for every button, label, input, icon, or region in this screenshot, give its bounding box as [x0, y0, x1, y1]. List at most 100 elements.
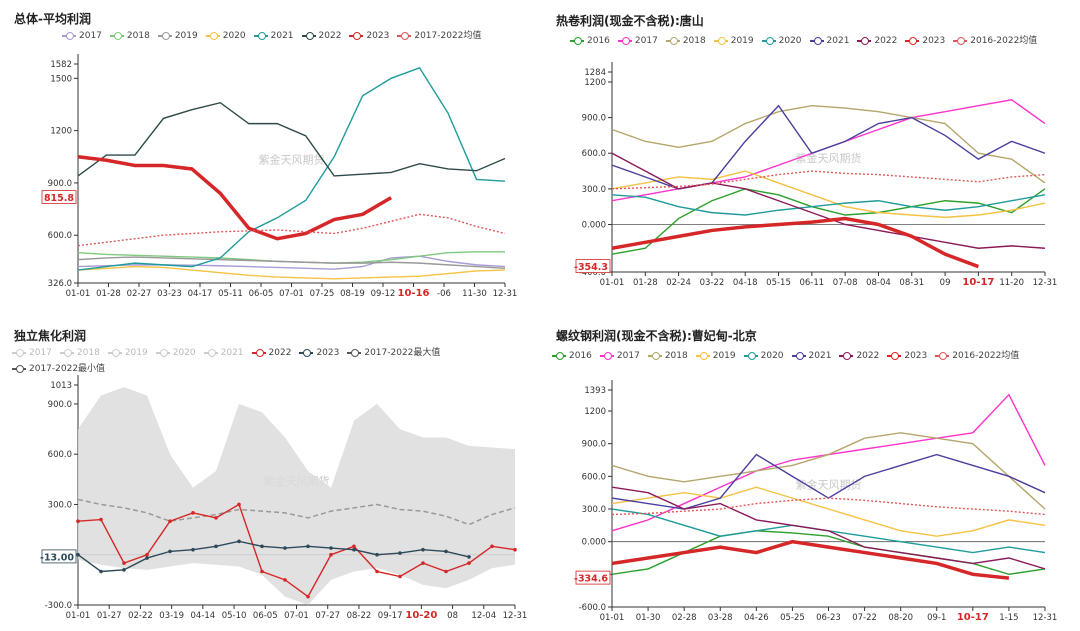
data-point: [329, 546, 333, 550]
legend-item[interactable]: 2021: [791, 351, 832, 361]
chart-legend[interactable]: 2017 2018 2019 2020 2021 2022 2023 2017-2022均值: [62, 28, 489, 41]
legend-swatch-icon: [107, 348, 122, 357]
y-tick-label: 1200: [50, 127, 72, 137]
legend-item[interactable]: 2018: [109, 31, 150, 41]
legend-item[interactable]: 2017: [62, 31, 102, 41]
legend-swatch-icon: [253, 31, 268, 40]
legend-item[interactable]: 2020: [205, 31, 246, 41]
chart-svg: -300.00.000300.0600.0900.0101301-0101-27…: [40, 375, 527, 621]
legend-item[interactable]: 2019: [157, 31, 198, 41]
legend-item[interactable]: 2017: [599, 351, 640, 361]
data-point: [214, 544, 218, 549]
legend-label: 2021: [270, 31, 294, 41]
legend-item[interactable]: 2017-2022最小值: [12, 361, 105, 377]
legend-item[interactable]: 2019: [695, 351, 736, 361]
legend-item[interactable]: 2021: [253, 31, 294, 41]
legend-label: 2018: [664, 351, 688, 361]
series-2023: [77, 155, 393, 241]
legend-item[interactable]: 2018: [665, 36, 706, 46]
data-point: [168, 549, 172, 554]
legend-item[interactable]: 2023: [299, 345, 339, 361]
data-point: [421, 561, 425, 565]
legend-swatch-icon: [157, 31, 172, 40]
x-tick-label: 06-05: [249, 289, 274, 299]
legend-item[interactable]: 2016: [570, 36, 610, 46]
legend-item[interactable]: 2023: [887, 351, 927, 361]
legend-item[interactable]: 2022: [251, 345, 291, 361]
legend-item[interactable]: 2018: [647, 351, 688, 361]
legend-item[interactable]: 2020: [761, 36, 802, 46]
x-tick-label: 09-1: [927, 613, 946, 623]
legend-item[interactable]: 2023: [349, 31, 389, 41]
legend-item[interactable]: 2017: [617, 36, 658, 46]
legend-swatch-icon: [599, 351, 614, 360]
legend-item[interactable]: 2020: [155, 345, 196, 361]
y-tick-label: 600.0: [582, 472, 606, 482]
x-tick-label: 06-23: [816, 613, 841, 623]
legend-label: 2022: [318, 31, 342, 41]
legend-item[interactable]: 2019: [107, 345, 148, 361]
series-2022: [76, 502, 517, 599]
series-line: [611, 99, 1046, 202]
legend-item[interactable]: 2022: [301, 31, 342, 41]
legend-label: 2020: [172, 348, 196, 358]
x-tick-label: 04-17: [188, 289, 213, 299]
chart-title: 独立焦化利润: [14, 329, 87, 343]
legend-item[interactable]: 2022: [839, 351, 879, 361]
data-point: [398, 574, 402, 579]
chart-title: 螺纹钢利润(现金不含税):曹妃甸-北京: [556, 329, 757, 343]
legend-swatch-icon: [347, 348, 362, 357]
legend-item[interactable]: 2022: [857, 36, 897, 46]
legend-label: 2019: [712, 351, 736, 361]
legend-swatch-icon: [59, 348, 74, 357]
series-line: [77, 101, 506, 177]
x-tick-label: 01-28: [96, 289, 121, 299]
y-tick-label: 600.0: [582, 149, 606, 159]
x-tick-label: 07-22: [852, 613, 877, 623]
legend-item[interactable]: 2023: [905, 36, 945, 46]
series-2017: [77, 255, 506, 270]
x-tick-label: 12-31: [1033, 613, 1058, 623]
legend-item[interactable]: 2016: [552, 351, 592, 361]
chart-legend[interactable]: 2017 2018 2019 2020 2021 2022 2023 2017-2022最大值…: [12, 345, 532, 377]
x-tick-label: 01-27: [97, 611, 122, 621]
legend-label: 2017: [634, 36, 658, 46]
legend-item[interactable]: 2017: [12, 345, 52, 361]
series-2016-2022均值: [611, 170, 1046, 190]
legend-item[interactable]: 2019: [713, 36, 754, 46]
x-tick-label: 01-30: [636, 613, 661, 623]
legend-item[interactable]: 2017-2022均值: [397, 28, 481, 41]
x-tick-label: 03-23: [157, 289, 182, 299]
data-point: [76, 552, 80, 557]
legend-item[interactable]: 2020: [743, 351, 784, 361]
x-tick-label: 02-24: [666, 278, 691, 288]
chart-legend[interactable]: 2016 2017 2018 2019 2020 2021 2022 2023 2016-202…: [570, 33, 1045, 46]
data-point: [467, 555, 471, 559]
legend-label: 2021: [826, 36, 850, 46]
chart-panel-coking-profit: 独立焦化利润 2017 2018 2019 2020 2021 2022 2023 2017-…: [0, 315, 540, 631]
legend-label: 2021: [808, 351, 832, 361]
legend-item[interactable]: 2021: [203, 345, 244, 361]
series-2019: [611, 486, 1046, 537]
x-tick-label: 11-30: [462, 289, 487, 299]
data-point: [329, 552, 333, 557]
legend-label: 2021: [220, 348, 244, 358]
watermark: 紫金天风期货: [259, 153, 325, 167]
legend-swatch-icon: [761, 36, 776, 45]
series-2018: [611, 432, 1046, 510]
chart-legend[interactable]: 2016 2017 2018 2019 2020 2021 2022 2023 2016-202…: [552, 348, 1027, 361]
legend-item[interactable]: 2016-2022均值: [935, 348, 1019, 361]
series-line: [77, 265, 506, 280]
legend-item[interactable]: 2021: [809, 36, 850, 46]
legend-swatch-icon: [665, 36, 680, 45]
data-point: [168, 519, 172, 524]
y-tick-label: 600.0: [48, 231, 72, 241]
y-tick-label: 900.0: [582, 440, 606, 450]
legend-item[interactable]: 2018: [59, 345, 100, 361]
legend-item[interactable]: 2016-2022均值: [953, 33, 1037, 46]
series-line: [611, 105, 1046, 184]
x-tick-label: 10-20: [405, 610, 437, 621]
legend-label: 2023: [904, 351, 928, 361]
y-tick-label: 600.0: [48, 450, 72, 460]
legend-item[interactable]: 2017-2022最大值: [347, 345, 440, 361]
